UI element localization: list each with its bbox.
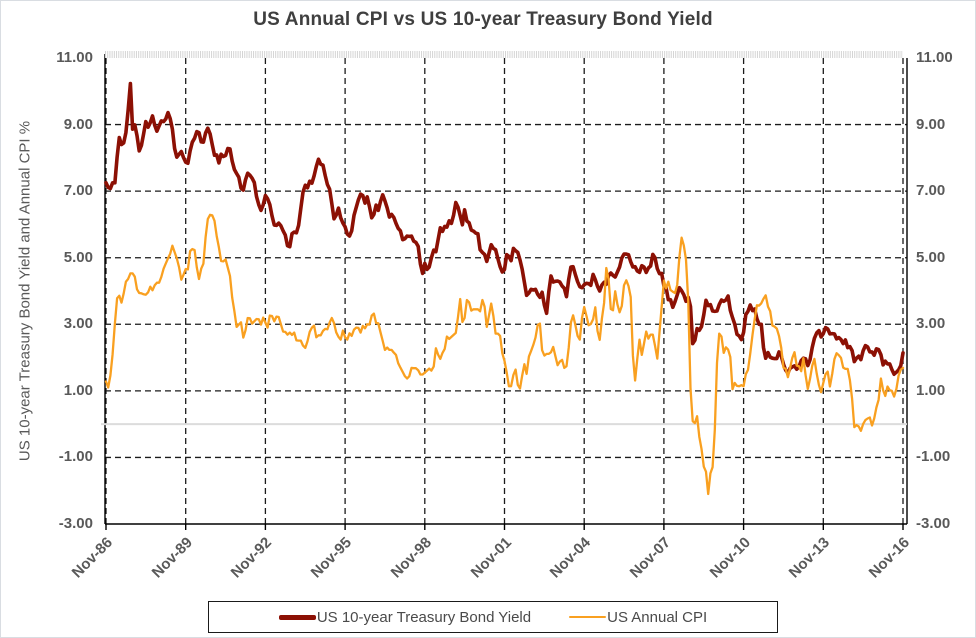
y-tick-label-left: 9.00 bbox=[63, 115, 93, 133]
y-tick-label-left: 7.00 bbox=[63, 182, 93, 200]
y-tick-label-right: 7.00 bbox=[916, 182, 946, 200]
y-tick-label-left: 5.00 bbox=[63, 248, 93, 266]
bond-yield-line-swatch bbox=[278, 614, 316, 620]
y-tick-label-right: 11.00 bbox=[916, 49, 953, 66]
legend: US 10-year Treasury Bond Yield US Annual… bbox=[208, 601, 778, 633]
chart-title: US Annual CPI vs US 10-year Treasury Bon… bbox=[253, 9, 713, 30]
legend-item-cpi: US Annual CPI bbox=[569, 609, 707, 626]
y-tick-label-right: 3.00 bbox=[916, 315, 946, 333]
legend-label-cpi: US Annual CPI bbox=[607, 608, 708, 626]
y-tick-label-left: -3.00 bbox=[58, 515, 93, 532]
y-tick-label-right: 5.00 bbox=[916, 248, 946, 266]
y-tick-label-right: -3.00 bbox=[916, 515, 951, 532]
y-tick-label-right: 1.00 bbox=[916, 381, 946, 399]
y-tick-label-left: 11.00 bbox=[56, 49, 93, 66]
series-line-cpi bbox=[104, 213, 905, 496]
y-tick-label-left: -1.00 bbox=[58, 448, 93, 466]
legend-label-bond-yield: US 10-year Treasury Bond Yield bbox=[316, 608, 532, 626]
y-tick-label-right: -1.00 bbox=[916, 448, 951, 466]
cpi-line-swatch bbox=[569, 615, 607, 619]
y-tick-label-left: 3.00 bbox=[63, 315, 93, 333]
legend-item-bond-yield: US 10-year Treasury Bond Yield bbox=[278, 608, 532, 626]
y-tick-label-left: 1.00 bbox=[63, 381, 93, 399]
series-line-bond-yield bbox=[104, 81, 905, 377]
y-tick-label-right: 9.00 bbox=[916, 115, 946, 133]
